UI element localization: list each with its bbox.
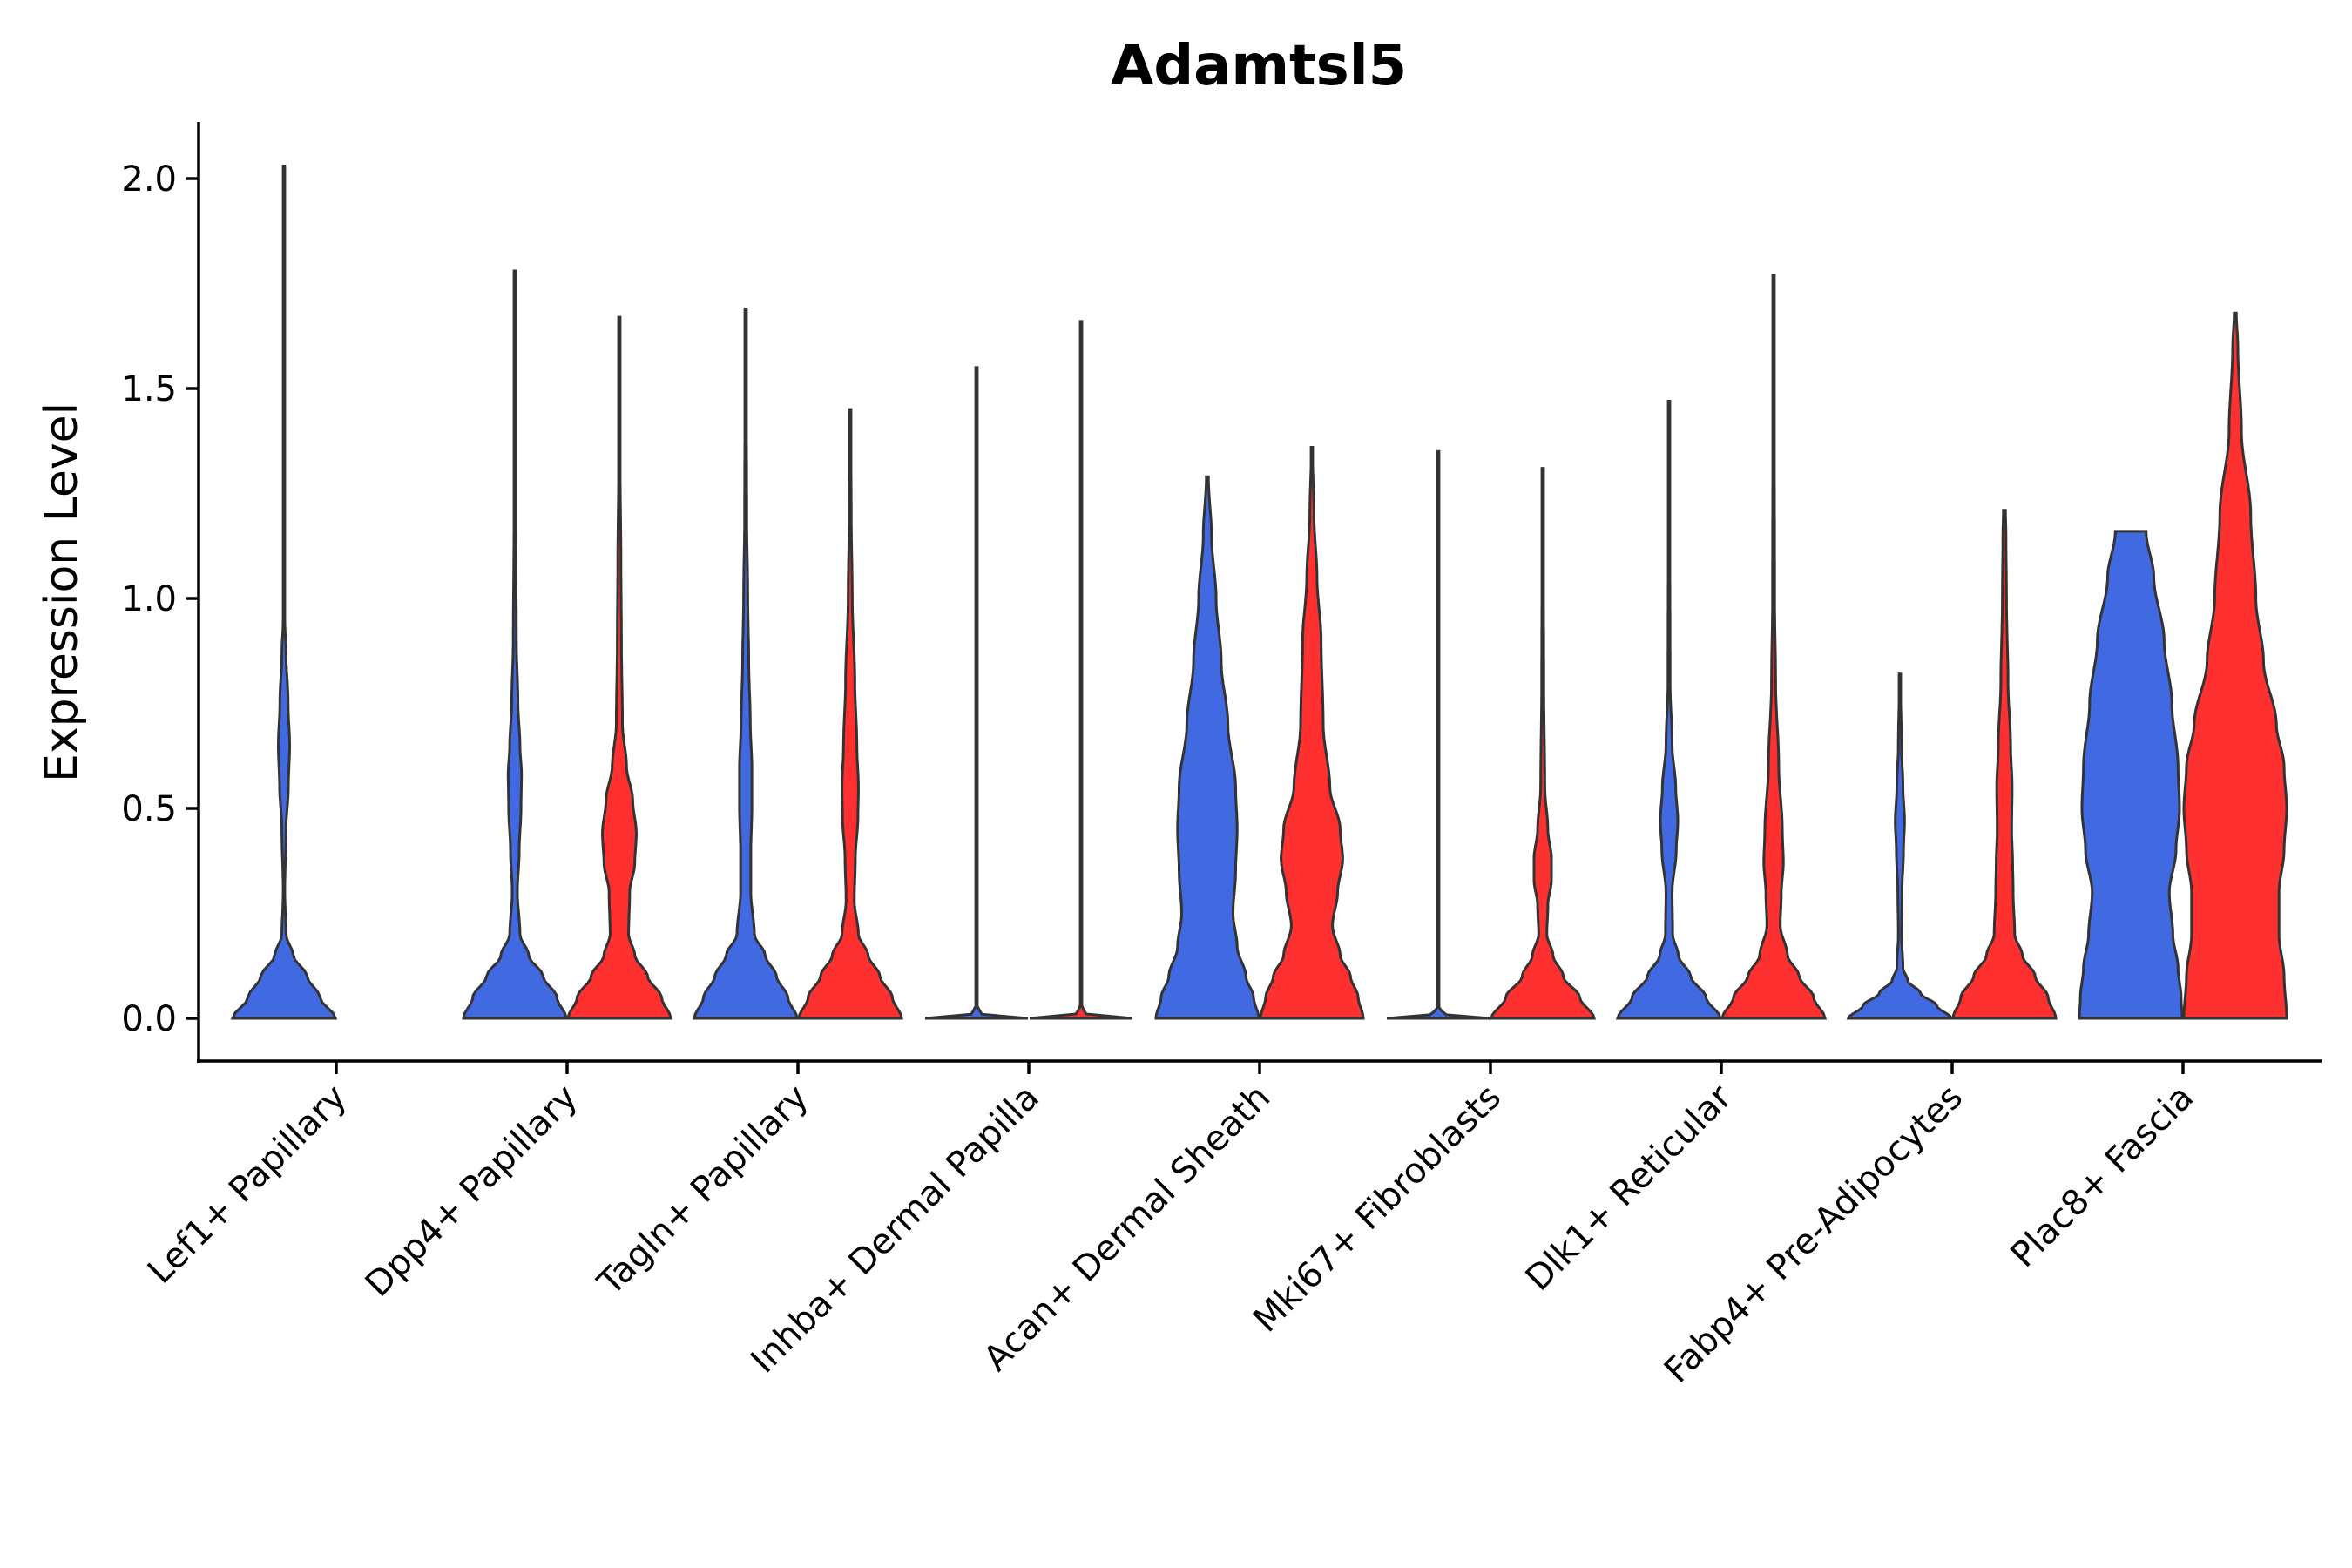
x-tick-label-mki67-fibroblasts: Mki67+ Fibroblasts [1246,1078,1509,1341]
x-tick-label-dlk1-reticular: Dlk1+ Reticular [1518,1077,1740,1299]
violin-mki67-fibroblasts-red [1489,467,1597,1020]
violin-plac8-fascia-blue [2078,530,2184,1020]
violin-dlk1-reticular-red [1720,274,1828,1020]
violin-dlk1-reticular-blue [1615,400,1723,1020]
x-tick-label-lef1-papillary: Lef1+ Papillary [140,1078,355,1292]
x-tick-label-tagln-papillary: Tagln+ Papillary [590,1078,816,1304]
y-axis-label: Expression Level [36,402,88,782]
violin-fabp4-pre-adipocytes-blue [1846,672,1954,1020]
chart-title: Adamtsl5 [1111,34,1407,98]
violin-dpp4-papillary-red [566,315,672,1020]
violin-dpp4-papillary-blue [462,269,568,1020]
y-tick-label: 0.0 [121,999,177,1039]
violin-mki67-fibroblasts-blue [1386,449,1490,1020]
y-tick-label: 0.5 [121,789,177,829]
x-tick-label-plac8-fascia: Plac8+ Fascia [2004,1078,2202,1276]
violins-layer [230,165,2288,1020]
violin-tagln-papillary-blue [693,307,799,1020]
violin-fabp4-pre-adipocytes-red [1951,509,2058,1020]
violin-inhba-dermal-papilla-red [1029,320,1133,1020]
violin-plac8-fascia-red [2182,311,2288,1020]
y-tick-label: 1.5 [121,369,177,409]
x-tick-label-dpp4-papillary: Dpp4+ Papillary [358,1078,585,1305]
violin-lef1-papillary-blue [230,165,338,1020]
y-tick-label: 2.0 [121,159,177,199]
violin-inhba-dermal-papilla-blue [924,366,1029,1020]
violin-tagln-papillary-red [797,408,903,1020]
y-ticks: 0.0 0.5 1.0 1.5 2.0 [121,159,199,1039]
x-ticks: Lef1+ Papillary Dpp4+ Papillary Tagln+ Pap… [140,1061,2201,1391]
y-tick-label: 1.0 [121,579,177,619]
violin-acan-dermal-sheath-red [1259,446,1365,1020]
violin-acan-dermal-sheath-blue [1154,475,1260,1020]
